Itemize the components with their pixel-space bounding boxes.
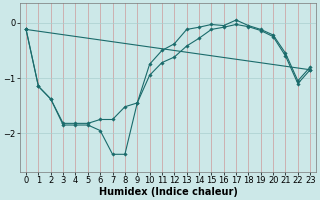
- X-axis label: Humidex (Indice chaleur): Humidex (Indice chaleur): [99, 187, 237, 197]
